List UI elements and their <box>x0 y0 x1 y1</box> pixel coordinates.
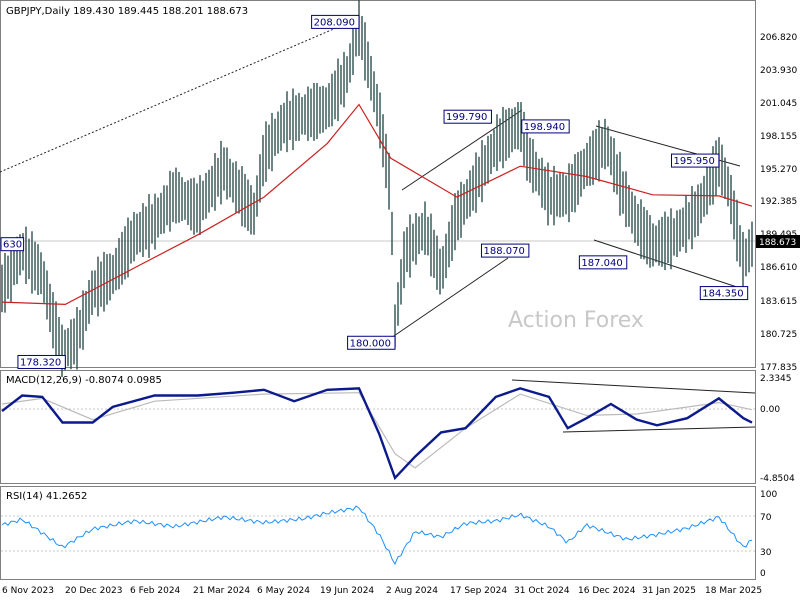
rsi-line <box>1 505 753 566</box>
price-y-tick: 186.610 <box>760 263 797 273</box>
price-annotation-box <box>670 153 720 168</box>
price-annotation-box <box>17 354 66 369</box>
price-annotation-label: 180.000 <box>350 338 391 349</box>
x-axis: 6 Nov 2023 20 Dec 2023 6 Feb 2024 21 Mar… <box>2 586 762 596</box>
x-tick-label: 2 Aug 2024 <box>386 586 438 596</box>
price-annotation-label: 188.070 <box>483 246 524 257</box>
price-annotation-label: 199.790 <box>446 112 487 123</box>
ma-line <box>1 103 753 306</box>
macd-trendline-upper <box>511 379 756 394</box>
macd-title: MACD(12,26,9) -0.8074 0.0985 <box>6 375 162 386</box>
price-annotation-box <box>699 286 749 301</box>
x-tick-label: 6 Feb 2024 <box>130 586 181 596</box>
price-annotation-label: 198.940 <box>524 122 565 133</box>
x-tick-label: 6 Nov 2023 <box>2 586 54 596</box>
trendline-channel-lower <box>387 257 509 341</box>
price-annotation-label: 195.950 <box>673 156 714 167</box>
rsi-y-tick: 30 <box>760 548 772 558</box>
price-annotation-box <box>578 255 628 270</box>
price-annotation-box <box>311 14 360 29</box>
price-annotation-label: 178.320 <box>20 357 61 368</box>
x-tick-label: 20 Dec 2023 <box>65 586 123 596</box>
macd-y-axis: 2.3345 0.00 -4.8504 <box>760 374 795 484</box>
x-tick-label: 6 May 2024 <box>257 586 310 596</box>
price-y-tick: 203.930 <box>760 66 797 76</box>
macd-trendline-lower <box>562 426 756 433</box>
x-tick-label: 16 Dec 2024 <box>578 586 636 596</box>
price-y-tick: 180.725 <box>760 330 797 340</box>
price-panel <box>0 0 756 368</box>
rsi-y-tick: 0 <box>760 569 766 579</box>
macd-line <box>1 387 753 481</box>
price-y-tick: 192.385 <box>760 197 797 207</box>
price-annotation-label: 208.090 <box>314 17 355 28</box>
macd-y-tick: 0.00 <box>760 405 780 415</box>
rsi-panel <box>0 486 756 580</box>
price-y-tick: 183.615 <box>760 297 797 307</box>
trendline-dotted <box>0 21 351 173</box>
chart-watermark: Action Forex <box>508 308 644 333</box>
x-tick-label: 19 Jun 2024 <box>320 586 374 596</box>
price-y-tick: 198.155 <box>760 132 797 142</box>
price-annotation-label: 184.350 <box>702 289 743 300</box>
price-chart-title: GBPJPY,Daily 189.430 189.445 188.201 188… <box>6 6 248 17</box>
current-price-label: 188.673 <box>759 238 796 248</box>
price-annotation-box <box>480 243 530 258</box>
price-annotation-box <box>347 335 396 350</box>
macd-y-tick: -4.8504 <box>760 474 795 484</box>
price-annotation-label: 187.040 <box>581 258 622 269</box>
rsi-y-tick: 70 <box>760 513 772 523</box>
price-annotation-box <box>521 119 570 134</box>
price-y-tick: 195.270 <box>760 165 797 175</box>
price-annotation-box <box>0 237 25 252</box>
x-tick-label: 21 Mar 2024 <box>193 586 250 596</box>
x-tick-label: 17 Sep 2024 <box>450 586 507 596</box>
rsi-y-axis: 100 70 30 0 <box>760 490 777 579</box>
price-y-tick: 201.045 <box>760 99 797 109</box>
price-y-tick: 177.835 <box>760 363 797 373</box>
x-tick-label: 18 Mar 2025 <box>705 586 762 596</box>
rsi-y-tick: 100 <box>760 490 777 500</box>
rsi-title: RSI(14) 41.2652 <box>6 491 87 502</box>
current-price-tag <box>756 235 800 248</box>
x-tick-label: 31 Oct 2024 <box>514 586 570 596</box>
price-annotation-box <box>443 109 492 124</box>
macd-panel <box>0 370 756 484</box>
trendline-wedge-lower <box>593 239 741 289</box>
x-tick-label: 31 Jan 2025 <box>642 586 696 596</box>
price-annotation-label: 630 <box>3 240 22 251</box>
price-y-tick: 206.820 <box>760 33 797 43</box>
macd-y-tick: 2.3345 <box>760 374 792 384</box>
